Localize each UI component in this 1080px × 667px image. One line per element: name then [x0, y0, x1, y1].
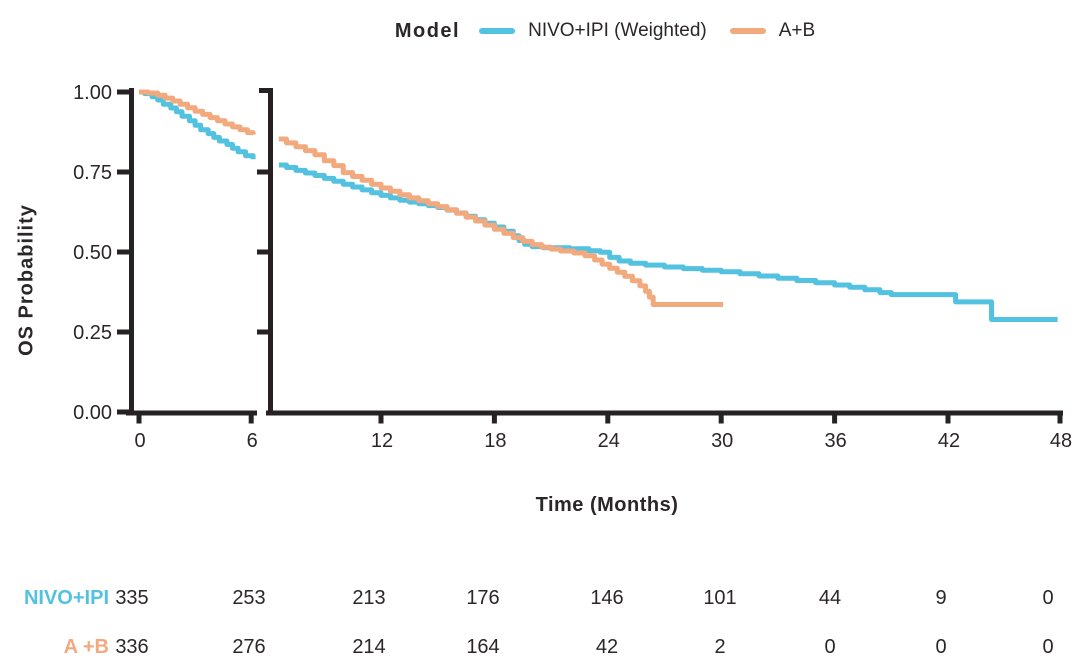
risk-count: 42: [595, 636, 619, 658]
axis-break-tick: [257, 329, 268, 335]
x-tick-label: 0: [134, 430, 145, 452]
x-tick-label: 42: [938, 430, 960, 452]
axis-break-tick: [257, 249, 268, 255]
risk-count: 2: [714, 636, 726, 658]
km-curve-nivo-ipi-weighted-right-panel: [278, 162, 1058, 322]
legend-title: Model: [394, 19, 461, 42]
x-tick: [605, 415, 611, 424]
risk-count: 0: [1042, 636, 1054, 658]
y-tick: [117, 329, 130, 335]
x-tick-label: 30: [711, 430, 733, 452]
x-tick: [945, 415, 951, 424]
x-axis-title: Time (Months): [535, 494, 679, 516]
x-axis-left-panel: [126, 410, 257, 416]
risk-count: 146: [590, 587, 624, 609]
risk-count: 336: [115, 636, 149, 658]
y-tick-label: 1.00: [73, 82, 112, 104]
y-tick: [117, 169, 130, 175]
y-tick-label: 0.75: [73, 162, 112, 184]
risk-row-label-nivo-ipi: NIVO+IPI: [23, 587, 109, 609]
x-tick: [1057, 415, 1063, 424]
risk-count: 276: [232, 636, 266, 658]
y-tick: [117, 409, 130, 415]
axis-break-tick: [257, 169, 268, 175]
risk-count: 164: [466, 636, 500, 658]
legend-swatch-a-b: [729, 28, 766, 34]
km-plot-area: 1.00 0.75 0.50 0.25 0.00 0 6 12 18 24 30 36 42 48: [73, 82, 1072, 452]
risk-count: 0: [824, 636, 836, 658]
risk-count: 0: [935, 636, 947, 658]
legend: Model NIVO+IPI (Weighted) A+B: [130, 16, 1080, 46]
x-tick: [136, 415, 142, 424]
x-tick: [491, 415, 497, 424]
y-tick: [117, 89, 130, 95]
legend-swatch-nivo-ipi-weighted: [479, 28, 516, 34]
y-tick-label: 0.25: [73, 322, 112, 344]
risk-count: 176: [466, 587, 500, 609]
km-curve-nivo-ipi-weighted-left-panel: [139, 89, 256, 160]
risk-count: 213: [352, 587, 386, 609]
km-curve-a-plus-b-left-panel: [139, 89, 256, 136]
risk-count: 101: [703, 587, 737, 609]
risk-count: 335: [115, 587, 149, 609]
y-tick-label: 0.50: [73, 242, 112, 264]
axis-break-top-cap: [259, 88, 268, 93]
y-tick-label: 0.00: [73, 402, 112, 424]
km-curve-a-plus-b-right-panel: [278, 136, 724, 307]
x-tick-label: 48: [1050, 430, 1072, 452]
x-tick: [832, 415, 838, 424]
legend-label-a-b: A+B: [778, 20, 816, 41]
legend-label-nivo-ipi-weighted: NIVO+IPI (Weighted): [528, 20, 707, 41]
risk-count: 0: [1042, 587, 1054, 609]
x-tick-label: 36: [824, 430, 846, 452]
y-axis: [129, 88, 134, 416]
x-tick-label: 18: [484, 430, 506, 452]
x-tick-label: 6: [247, 430, 258, 452]
y-tick: [117, 249, 130, 255]
risk-row-label-a-b: A +B: [63, 636, 109, 658]
risk-count: 214: [352, 636, 386, 658]
x-tick-label: 24: [598, 430, 620, 452]
x-tick: [378, 415, 384, 424]
x-tick: [718, 415, 724, 424]
risk-count: 44: [818, 587, 842, 609]
risk-count: 253: [232, 587, 266, 609]
x-axis-right-panel: [266, 410, 1063, 416]
axis-break-y-axis: [268, 88, 273, 416]
x-tick-label: 12: [371, 430, 393, 452]
risk-count: 9: [935, 587, 947, 609]
x-tick: [248, 415, 254, 424]
